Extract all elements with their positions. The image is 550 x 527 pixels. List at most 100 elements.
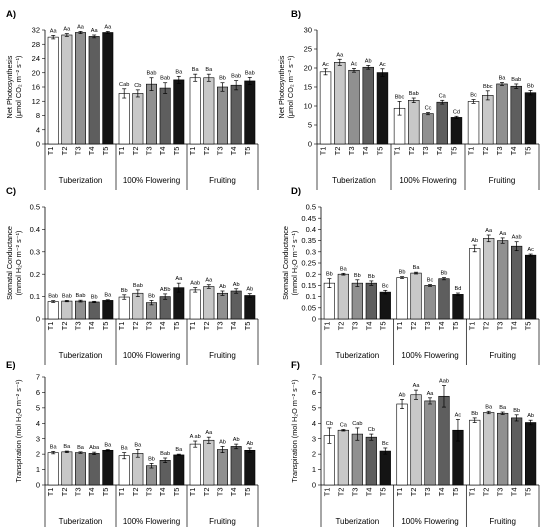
- bar-100-flowering-t5: [452, 294, 464, 320]
- x-tick-label: T2: [336, 488, 345, 497]
- x-tick-label: T1: [395, 322, 404, 331]
- bar-fruiting-t1: [469, 419, 481, 486]
- y-axis-label: Net Photosynthesis: [5, 55, 14, 118]
- x-tick-label: T5: [172, 322, 181, 331]
- bar-fruiting-t1: [189, 77, 201, 145]
- bar-tuberization-t4: [365, 282, 377, 320]
- x-tick-label: T5: [101, 488, 110, 497]
- significance-label: Cc: [425, 105, 432, 111]
- y-tick-label: 0.35: [301, 236, 316, 245]
- bar-100-flowering-t2: [132, 292, 144, 320]
- y-tick-label: 0.45: [301, 214, 316, 223]
- significance-label: Bab: [160, 76, 170, 82]
- bar-fruiting-t2: [483, 412, 495, 486]
- x-tick-label: T3: [423, 322, 432, 331]
- significance-label: Bab: [147, 71, 157, 77]
- significance-label: Aa: [77, 24, 85, 30]
- significance-label: ABb: [160, 287, 171, 293]
- x-tick-label: T1: [46, 322, 55, 331]
- x-tick-label: T3: [145, 322, 154, 331]
- x-tick-label: T2: [481, 147, 490, 156]
- panel-label: F): [291, 360, 300, 371]
- x-tick-label: T4: [87, 488, 96, 497]
- group-label: Fruiting: [489, 176, 516, 185]
- x-tick-label: T4: [87, 322, 96, 331]
- significance-label: Aa: [485, 228, 493, 234]
- significance-label: Aa: [205, 278, 213, 284]
- significance-label: Bbc: [395, 94, 405, 100]
- y-tick-label: 6: [312, 388, 316, 397]
- significance-label: Ab: [399, 392, 406, 398]
- bar-fruiting-t3: [217, 86, 228, 145]
- bar-fruiting-t1: [469, 248, 481, 320]
- bar-fruiting-t5: [524, 92, 537, 145]
- x-tick-label: T4: [437, 488, 446, 497]
- significance-label: Ba: [340, 266, 348, 272]
- significance-label: Bab: [76, 293, 86, 299]
- bar-fruiting-t4: [230, 446, 242, 486]
- y-axis-label: Net Photosynthesis: [277, 55, 286, 118]
- significance-label: Cd: [453, 109, 460, 115]
- significance-label: Ac: [379, 62, 386, 68]
- group-label: Tuberization: [59, 351, 103, 360]
- significance-label: Ba: [485, 404, 493, 410]
- y-tick-label: 1: [312, 465, 316, 474]
- group-label: Fruiting: [489, 351, 516, 360]
- significance-label: Ba: [499, 75, 507, 81]
- bar-tuberization-t1: [47, 452, 59, 486]
- panel-c: C) Stomatal Conductance (mmol H₂O m⁻² s⁻¹)…: [5, 186, 259, 365]
- x-tick-label: T2: [407, 147, 416, 156]
- significance-label: Bc: [470, 93, 477, 99]
- bar-tuberization-t2: [334, 61, 346, 145]
- significance-label: Cab: [119, 82, 129, 88]
- group-label: Tuberization: [332, 176, 376, 185]
- x-tick-label: T4: [509, 147, 518, 156]
- significance-label: Aba: [89, 445, 100, 451]
- bar-tuberization-t1: [323, 282, 335, 320]
- y-tick-label: 4: [36, 125, 40, 134]
- x-tick-label: T3: [423, 488, 432, 497]
- x-tick-label: T5: [101, 147, 110, 156]
- significance-label: Aa: [427, 391, 435, 397]
- significance-label: Aab: [439, 378, 449, 384]
- x-tick-label: T3: [145, 488, 154, 497]
- significance-label: Bb: [148, 456, 155, 462]
- bar-fruiting-t5: [525, 254, 537, 320]
- bar-fruiting-t2: [203, 77, 215, 145]
- y-tick-label: 0.1: [30, 292, 40, 301]
- significance-label: Bb: [399, 270, 406, 276]
- x-tick-label: T1: [188, 147, 197, 156]
- bar-tuberization-t5: [102, 300, 114, 320]
- bar-tuberization-t1: [319, 71, 332, 145]
- bar-fruiting-t5: [244, 80, 256, 145]
- x-tick-label: T4: [435, 147, 444, 156]
- y-axis-label: (mmol H₂O m⁻² s⁻¹): [290, 231, 299, 296]
- y-tick-label: 20: [32, 68, 40, 77]
- y-tick-label: 0: [36, 315, 40, 324]
- x-tick-label: T4: [364, 488, 373, 497]
- bar-100-flowering-t4: [159, 296, 171, 320]
- x-tick-label: T3: [74, 147, 83, 156]
- significance-label: Bab: [231, 74, 241, 80]
- significance-label: Cb: [326, 421, 333, 427]
- panel-a: A) Net Photosynthesis (μmol CO₂ m⁻² s⁻¹) 0 4…: [5, 9, 259, 190]
- bar-tuberization-t2: [337, 273, 349, 320]
- x-tick-label: T1: [46, 147, 55, 156]
- bar-fruiting-t1: [189, 289, 201, 320]
- bar-fruiting-t2: [483, 238, 495, 320]
- x-tick-label: T3: [496, 487, 505, 496]
- panel-d: D) Stomatal Conductance (mmol H₂O m⁻² s⁻¹)…: [281, 186, 540, 365]
- bar-100-flowering-t3: [146, 465, 157, 486]
- significance-label: Bb: [91, 294, 98, 300]
- x-tick-label: T2: [482, 488, 491, 497]
- significance-label: Bb: [121, 288, 128, 294]
- bar-tuberization-t3: [348, 69, 360, 145]
- panel-label: E): [6, 360, 16, 371]
- y-tick-label: 2: [36, 450, 40, 459]
- bar-tuberization-t3: [75, 300, 86, 320]
- y-tick-label: 7: [312, 373, 316, 382]
- panel-b: B) Net Photosynthesis (μmol CO₂ m⁻² s⁻¹) 0 5…: [277, 9, 540, 190]
- y-tick-label: 12: [32, 97, 40, 106]
- significance-label: Ac: [322, 62, 329, 68]
- x-tick-label: T1: [117, 322, 126, 331]
